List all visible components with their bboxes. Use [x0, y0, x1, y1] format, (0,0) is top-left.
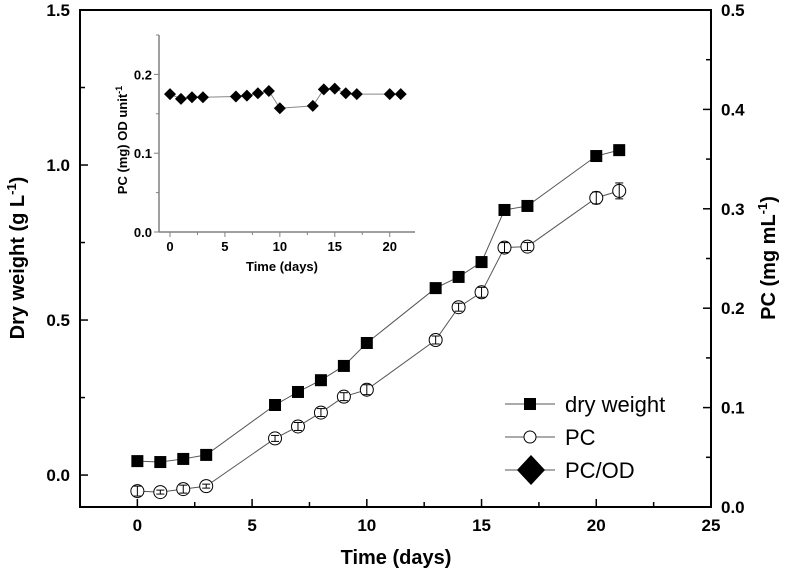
- dry-weight-point: [590, 150, 603, 163]
- dry-weight-point: [154, 456, 167, 469]
- pc-od-point: [163, 88, 176, 101]
- x-tick-label: 5: [247, 516, 256, 535]
- pc-od-point: [383, 88, 396, 101]
- inset-y-tick-label: 0.1: [134, 146, 152, 161]
- pc-line: [137, 190, 620, 493]
- dry-weight-point: [360, 336, 373, 349]
- inset-x-tick-label: 10: [273, 239, 287, 254]
- inset-y-tick-label: 0.0: [134, 225, 152, 240]
- y-tick-label: 0.5: [46, 311, 70, 330]
- pc-od-point: [240, 89, 253, 102]
- x-tick-label: 15: [472, 516, 491, 535]
- inset-x-tick-label: 20: [382, 239, 396, 254]
- pc-od-point: [196, 91, 209, 104]
- pc-od-point: [273, 102, 286, 115]
- pc-od-point: [229, 90, 242, 103]
- pc-od-point: [251, 87, 264, 100]
- pc-od-point: [306, 99, 319, 112]
- legend-item-pc: PC: [505, 425, 596, 450]
- pc-od-point: [350, 88, 363, 101]
- y-axis-label: Dry weight (g L-1): [4, 177, 29, 340]
- svg-text:PC/OD: PC/OD: [565, 458, 635, 483]
- y2-tick-label: 0.3: [721, 200, 745, 219]
- dry-weight-point: [337, 359, 350, 372]
- dry-weight-point: [613, 144, 626, 157]
- dry-weight-point: [475, 256, 488, 269]
- pc-od-point: [328, 82, 341, 95]
- x-axis-label: Time (days): [341, 547, 452, 569]
- x-tick-label: 25: [702, 516, 721, 535]
- legend: dry weight PC PC/OD: [505, 392, 665, 485]
- pc-od-point: [185, 91, 198, 104]
- y2-tick-label: 0.1: [721, 399, 745, 418]
- x-tick-label: 10: [357, 516, 376, 535]
- inset-y-tick-label: 0.2: [134, 67, 152, 82]
- y-tick-label: 1.5: [46, 1, 70, 20]
- dry-weight-point: [498, 203, 511, 216]
- x-tick-label: 0: [133, 516, 142, 535]
- y2-tick-label: 0.0: [721, 498, 745, 517]
- dry-weight-point: [269, 398, 282, 411]
- pc-od-point: [174, 92, 187, 105]
- pc-od-point: [339, 87, 352, 100]
- pc-od-point: [394, 88, 407, 101]
- inset-x-tick-label: 15: [328, 239, 342, 254]
- svg-text:PC: PC: [565, 425, 596, 450]
- main-series: [130, 144, 627, 500]
- y-tick-label: 1.0: [46, 156, 70, 175]
- x-tick-label: 20: [587, 516, 606, 535]
- pc-od-point: [317, 83, 330, 96]
- y-tick-label: 0.0: [46, 466, 70, 485]
- dry-weight-point: [521, 199, 534, 212]
- pc-od-point: [262, 84, 275, 97]
- dry-weight-point: [314, 374, 327, 387]
- dry-weight-point: [452, 270, 465, 283]
- y2-tick-label: 0.5: [721, 1, 745, 20]
- legend-item-dry-weight: dry weight: [505, 392, 665, 417]
- y2-tick-label: 0.4: [721, 100, 745, 119]
- dry-weight-point: [177, 452, 190, 465]
- legend-item-pc-od: PC/OD: [505, 455, 635, 485]
- main-axes: 0 5 10 15 20 250.00.51.01.50.00.10.20.30.40.5: [46, 1, 745, 535]
- plot-frame: [79, 9, 712, 508]
- inset-x-tick-label: 0: [166, 239, 173, 254]
- inset-x-tick-label: 5: [221, 239, 228, 254]
- inset-chart: 0 5 10 15 20 0.0 0.1 0.2: [134, 34, 415, 254]
- dry-weight-line: [137, 149, 620, 463]
- dry-weight-point: [200, 448, 213, 461]
- y2-axis-label: PC (mg mL-1): [755, 196, 780, 320]
- svg-text:dry weight: dry weight: [565, 392, 665, 417]
- dry-weight-point: [291, 385, 304, 398]
- inset-y-axis-label: PC (mg) OD unit-1: [114, 86, 130, 194]
- inset-x-axis-label: Time (days): [246, 259, 318, 274]
- dry-weight-point: [131, 455, 144, 468]
- y2-tick-label: 0.2: [721, 299, 745, 318]
- dry-weight-point: [429, 282, 442, 295]
